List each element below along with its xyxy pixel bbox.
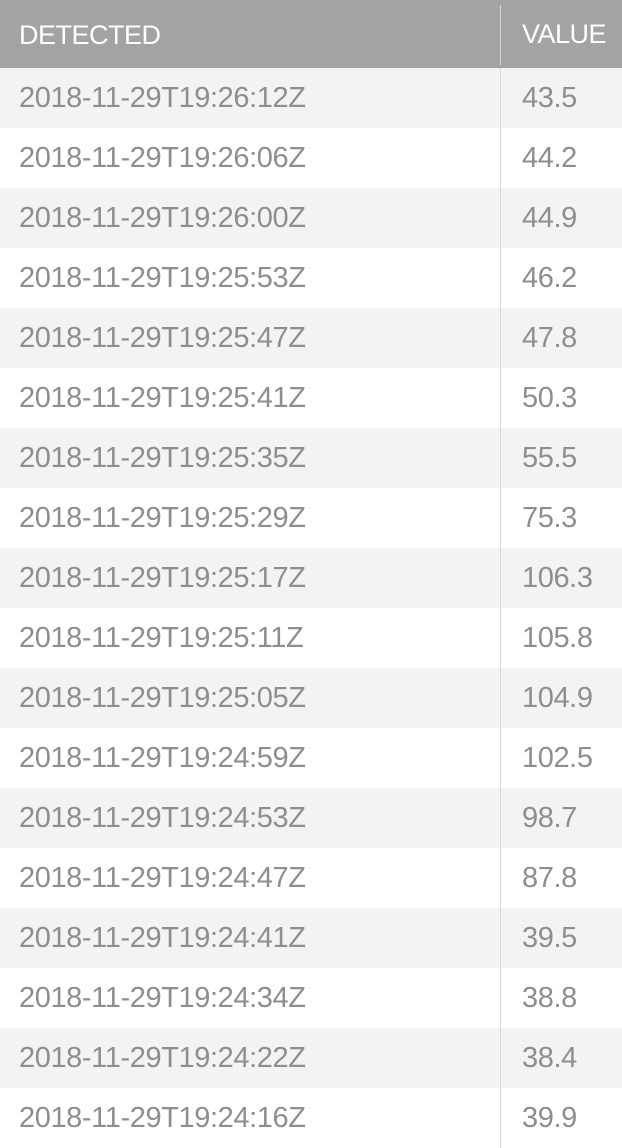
table-row[interactable]: 2018-11-29T19:24:34Z 38.8 (0, 968, 622, 1028)
table-row[interactable]: 2018-11-29T19:24:41Z 39.5 (0, 908, 622, 968)
cell-value: 38.8 (522, 981, 577, 1014)
cell-detected: 2018-11-29T19:24:34Z (0, 968, 501, 1028)
cell-value: 55.5 (522, 441, 577, 474)
cell-value: 44.9 (522, 201, 577, 234)
table-row[interactable]: 2018-11-29T19:25:47Z 47.8 (0, 308, 622, 368)
cell-detected: 2018-11-29T19:26:06Z (0, 128, 501, 188)
table-row[interactable]: 2018-11-29T19:25:53Z 46.2 (0, 248, 622, 308)
column-header-detected[interactable]: DETECTED (0, 5, 501, 65)
cell-value: 104.9 (522, 681, 593, 714)
cell-value: 87.8 (522, 861, 577, 894)
cell-value: 106.3 (522, 561, 593, 594)
cell-value: 43.5 (522, 81, 577, 114)
cell-detected: 2018-11-29T19:25:47Z (0, 308, 501, 368)
cell-detected: 2018-11-29T19:24:22Z (0, 1028, 501, 1088)
table-row[interactable]: 2018-11-29T19:25:17Z 106.3 (0, 548, 622, 608)
cell-detected: 2018-11-29T19:24:59Z (0, 728, 501, 788)
table-row[interactable]: 2018-11-29T19:26:06Z 44.2 (0, 128, 622, 188)
cell-detected: 2018-11-29T19:25:35Z (0, 428, 501, 488)
table-row[interactable]: 2018-11-29T19:26:00Z 44.9 (0, 188, 622, 248)
column-header-detected-label: DETECTED (19, 19, 161, 50)
cell-value: 47.8 (522, 321, 577, 354)
cell-value: 105.8 (522, 621, 593, 654)
table-row[interactable]: 2018-11-29T19:25:05Z 104.9 (0, 668, 622, 728)
cell-value: 50.3 (522, 381, 577, 414)
cell-value: 38.4 (522, 1041, 577, 1074)
cell-detected: 2018-11-29T19:25:17Z (0, 548, 501, 608)
column-header-value[interactable]: VALUE (501, 0, 622, 68)
table-body: 2018-11-29T19:26:12Z 43.5 2018-11-29T19:26… (0, 68, 622, 1148)
cell-detected: 2018-11-29T19:25:53Z (0, 248, 501, 308)
cell-detected: 2018-11-29T19:25:05Z (0, 668, 501, 728)
cell-value: 46.2 (522, 261, 577, 294)
cell-detected: 2018-11-29T19:24:47Z (0, 848, 501, 908)
cell-value: 102.5 (522, 741, 593, 774)
cell-value: 98.7 (522, 801, 577, 834)
cell-detected: 2018-11-29T19:26:00Z (0, 188, 501, 248)
cell-detected: 2018-11-29T19:24:53Z (0, 788, 501, 848)
cell-detected: 2018-11-29T19:26:12Z (0, 68, 501, 128)
table-row[interactable]: 2018-11-29T19:24:22Z 38.4 (0, 1028, 622, 1088)
table-row[interactable]: 2018-11-29T19:25:11Z 105.8 (0, 608, 622, 668)
table-row[interactable]: 2018-11-29T19:25:29Z 75.3 (0, 488, 622, 548)
table-row[interactable]: 2018-11-29T19:24:53Z 98.7 (0, 788, 622, 848)
cell-detected: 2018-11-29T19:24:41Z (0, 908, 501, 968)
cell-detected: 2018-11-29T19:25:29Z (0, 488, 501, 548)
table-row[interactable]: 2018-11-29T19:25:35Z 55.5 (0, 428, 622, 488)
cell-detected: 2018-11-29T19:25:41Z (0, 368, 501, 428)
cell-value: 39.5 (522, 921, 577, 954)
cell-value: 44.2 (522, 141, 577, 174)
column-header-value-label: VALUE (522, 18, 607, 49)
table-row[interactable]: 2018-11-29T19:25:41Z 50.3 (0, 368, 622, 428)
cell-detected: 2018-11-29T19:24:16Z (0, 1088, 501, 1148)
cell-value: 39.9 (522, 1101, 577, 1134)
table-row[interactable]: 2018-11-29T19:24:59Z 102.5 (0, 728, 622, 788)
table-row[interactable]: 2018-11-29T19:24:16Z 39.9 (0, 1088, 622, 1148)
cell-value: 75.3 (522, 501, 577, 534)
table-header: DETECTED VALUE (0, 0, 622, 68)
cell-detected: 2018-11-29T19:25:11Z (0, 608, 501, 668)
table-row[interactable]: 2018-11-29T19:26:12Z 43.5 (0, 68, 622, 128)
table-row[interactable]: 2018-11-29T19:24:47Z 87.8 (0, 848, 622, 908)
